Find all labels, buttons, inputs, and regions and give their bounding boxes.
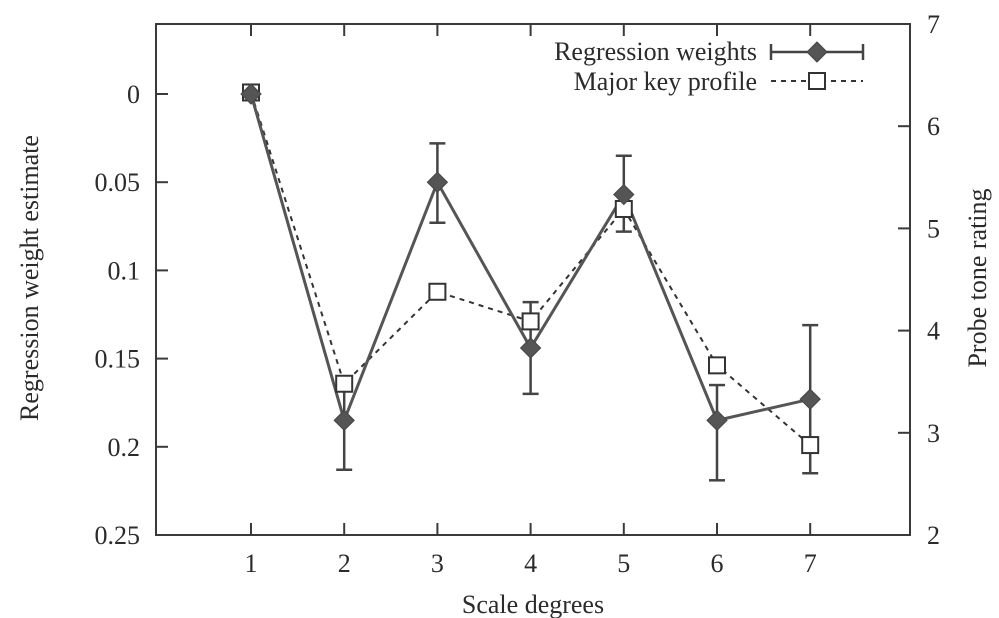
data-point-regression-weights [519,337,542,359]
data-point-regression-weights [426,171,449,193]
x-tick-label: 7 [804,549,817,578]
data-point-major-key-profile [708,356,726,375]
data-point-major-key-profile [801,436,820,455]
y-right-axis-title: Probe tone rating [963,188,992,367]
legend-label-regression-weights: Regression weights [554,37,757,66]
data-point-regression-weights [706,409,728,432]
data-point-regression-weights [799,388,821,410]
y-left-tick-label: 0 [127,80,140,109]
y-left-tick-label: 0.05 [95,168,141,197]
x-tick-label: 4 [524,549,537,578]
x-tick-label: 3 [431,549,444,578]
y-right-tick-label: 3 [927,419,940,448]
y-left-tick-label: 0.2 [108,433,141,462]
x-tick-label: 2 [338,549,351,578]
legend-marker-regression-weights [806,41,828,63]
data-point-major-key-profile [335,374,354,393]
y-right-tick-label: 4 [927,317,940,346]
y-right-tick-label: 7 [927,10,940,39]
y-right-tick-label: 6 [927,112,940,141]
x-tick-label: 5 [617,549,630,578]
data-point-regression-weights [240,83,262,105]
data-point-major-key-profile [521,312,540,331]
legend-marker-major-key-profile [808,72,826,90]
y-left-tick-label: 0.25 [95,521,141,550]
y-left-axis-title: Regression weight estimate [15,135,44,421]
y-right-tick-label: 2 [927,521,940,550]
x-tick-label: 6 [711,549,724,578]
data-point-regression-weights [613,183,635,206]
plot-frame [155,23,911,536]
y-right-tick-label: 5 [927,214,940,243]
x-axis-title: Scale degrees [462,590,604,618]
y-left-tick-label: 0.1 [108,256,141,285]
x-tick-label: 1 [245,549,258,578]
y-left-tick-label: 0.15 [95,345,141,374]
legend-label-major-key-profile: Major key profile [574,67,757,96]
data-point-regression-weights [333,409,355,432]
data-point-major-key-profile [428,282,447,301]
